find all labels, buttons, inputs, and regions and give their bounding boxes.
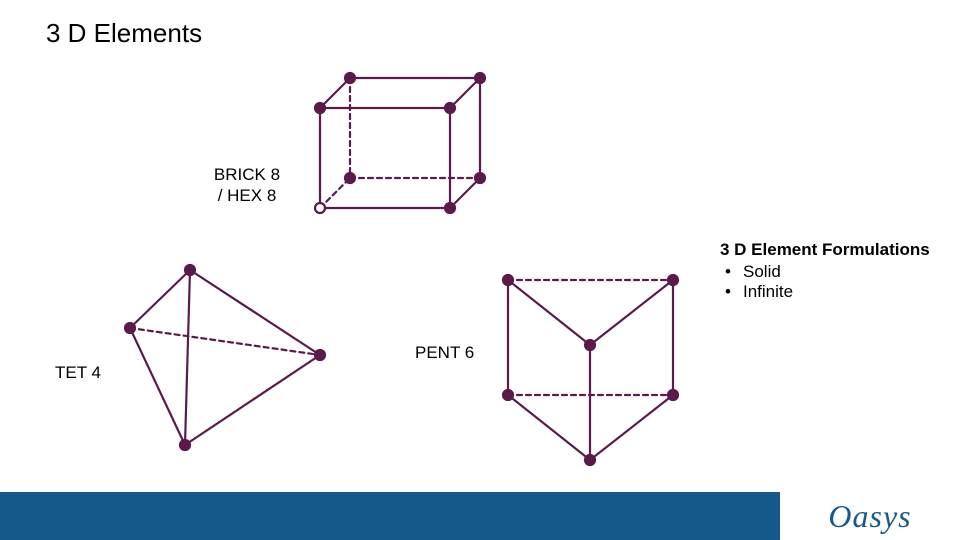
pent6-label-text: PENT 6 [415, 343, 474, 362]
tet4-label: TET 4 [55, 362, 101, 383]
pent6-diagram [488, 260, 698, 470]
brick8-label: BRICK 8/ HEX 8 [213, 164, 281, 207]
footer-right: Oasys [780, 492, 960, 540]
brick8-diagram [290, 58, 490, 238]
formulations-heading: 3 D Element Formulations [720, 240, 930, 260]
oasys-logo: Oasys [828, 498, 911, 535]
bullet-text: Solid [743, 262, 781, 281]
brick8-label-line1: BRICK 8/ HEX 8 [214, 165, 280, 205]
formulations-bullet-2: •Infinite [725, 282, 793, 302]
tet4-diagram [110, 250, 340, 460]
slide: 3 D Elements BRICK 8/ HEX 8 TET 4 PENT 6… [0, 0, 960, 540]
tet4-label-text: TET 4 [55, 363, 101, 382]
page-title: 3 D Elements [46, 18, 202, 49]
formulations-bullet-1: •Solid [725, 262, 781, 282]
pent6-label: PENT 6 [415, 342, 474, 363]
footer: Oasys [0, 492, 960, 540]
bullet-text: Infinite [743, 282, 793, 301]
bullet-icon: • [725, 262, 743, 282]
footer-left [0, 492, 780, 540]
bullet-icon: • [725, 282, 743, 302]
